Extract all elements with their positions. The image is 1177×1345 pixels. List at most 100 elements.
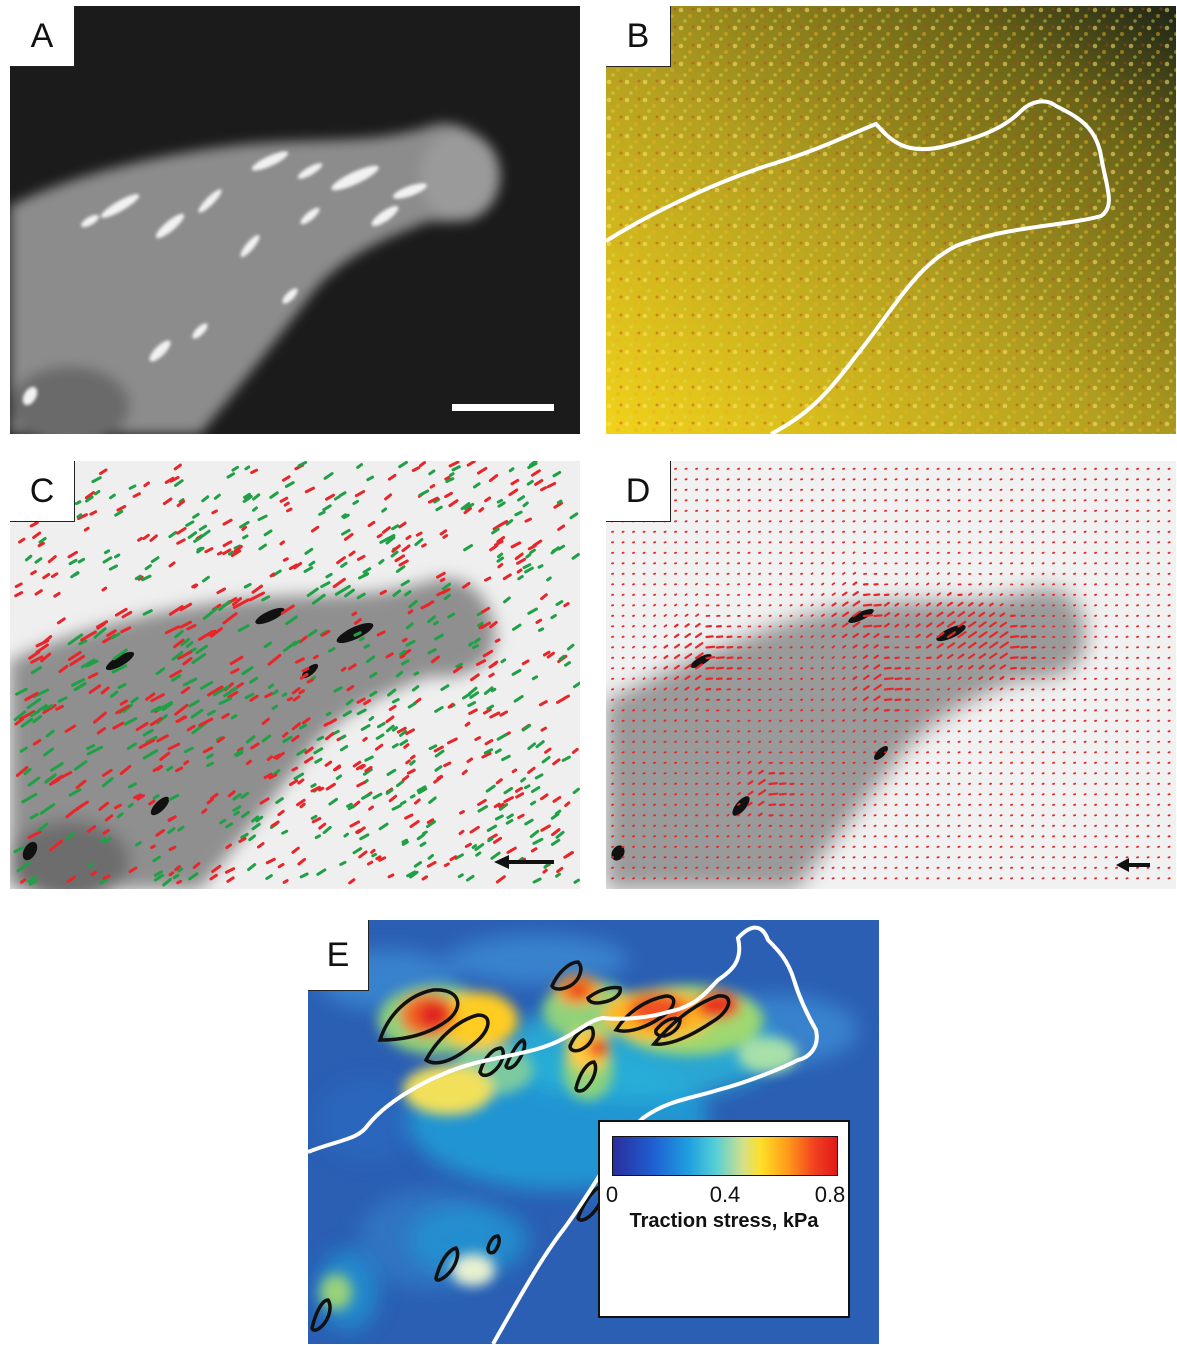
bead-dash — [156, 734, 169, 743]
bead-dash — [169, 669, 183, 679]
bead-dash — [101, 586, 108, 592]
bead-dash — [310, 525, 320, 533]
bead-dash — [222, 612, 238, 625]
field-arrow — [705, 677, 714, 681]
field-arrow — [957, 620, 967, 628]
bead-dash — [167, 742, 181, 751]
bead-dash — [272, 753, 282, 760]
bead-dash — [461, 692, 472, 700]
bead-dash — [552, 796, 562, 803]
bead-dash — [24, 554, 33, 562]
field-arrow — [862, 603, 873, 607]
field-arrow — [663, 624, 668, 628]
field-arrow — [936, 592, 941, 596]
bead-dash — [391, 544, 401, 553]
field-arrow — [925, 643, 933, 649]
bead-dash — [428, 469, 436, 476]
bead-dash — [83, 526, 90, 532]
field-arrow — [873, 644, 879, 649]
bead-dash — [240, 810, 251, 819]
bead-dash — [430, 655, 441, 664]
bead-dash — [138, 738, 155, 750]
bead-dash — [542, 868, 548, 874]
field-arrow — [768, 803, 777, 807]
bead-dash — [19, 746, 28, 753]
field-arrow — [968, 676, 973, 680]
bead-dash — [242, 494, 253, 503]
bead-dash — [102, 874, 111, 880]
bead-dash — [299, 802, 306, 809]
field-arrow — [873, 654, 879, 660]
bead-dash — [364, 765, 373, 773]
field-arrow — [852, 697, 857, 701]
bead-dash — [119, 764, 132, 776]
bead-dash — [342, 710, 352, 717]
bead-dash — [486, 704, 495, 711]
bead-dash — [569, 512, 579, 520]
bead-dash — [66, 875, 76, 884]
bead-dash — [474, 736, 482, 742]
bead-dash — [279, 540, 286, 546]
bead-dash — [303, 756, 314, 764]
field-arrow — [674, 687, 679, 691]
field-arrow — [642, 687, 646, 691]
bead-dash — [111, 664, 128, 674]
bead-dash — [551, 828, 561, 837]
bead-dash — [261, 717, 270, 725]
field-arrow — [978, 592, 983, 596]
bead-dash — [14, 591, 24, 598]
bead-dash — [241, 666, 254, 676]
bead-dash — [413, 861, 422, 868]
bead-dash — [506, 846, 517, 854]
bead-dash — [351, 611, 358, 617]
bead-dash — [34, 589, 43, 596]
bead-dash — [230, 667, 240, 675]
bead-dash — [24, 691, 39, 702]
bead-dash — [401, 840, 409, 846]
bead-dash — [141, 574, 152, 582]
field-arrow — [873, 633, 880, 639]
bead-dash — [468, 708, 478, 715]
bead-dash — [137, 575, 144, 581]
bead-dash — [137, 536, 143, 542]
bead-dash — [475, 851, 482, 857]
bead-dash — [405, 622, 414, 630]
bead-dash — [498, 802, 505, 809]
bead-dash — [166, 765, 174, 772]
field-arrow — [989, 582, 993, 586]
bead-dash — [524, 517, 532, 523]
field-arrow — [967, 631, 978, 639]
bead-dash — [510, 541, 522, 549]
bead-dash — [356, 463, 363, 469]
bead-dash — [32, 688, 50, 699]
bead-dash — [434, 765, 443, 772]
bead-dash — [209, 627, 223, 638]
bead-dash — [144, 564, 152, 571]
field-arrow — [831, 612, 837, 618]
bead-dash — [483, 748, 494, 755]
field-arrow — [757, 812, 763, 817]
bead-dash — [478, 624, 486, 630]
bead-dash — [432, 620, 440, 626]
bead-dash — [505, 818, 514, 825]
field-arrow — [947, 582, 951, 586]
bead-dash — [286, 507, 293, 513]
bead-dash — [243, 492, 252, 499]
bead-dash — [394, 554, 406, 563]
bead-dash — [311, 593, 326, 605]
bead-dash — [173, 479, 184, 487]
bead-dash — [244, 465, 251, 471]
bead-dash — [169, 475, 180, 483]
bead-dash — [524, 566, 534, 574]
field-arrow — [653, 666, 657, 670]
bead-dash — [371, 852, 377, 858]
field-arrow — [642, 677, 646, 680]
field-arrow — [715, 666, 725, 670]
bead-dash — [252, 493, 261, 501]
bead-dash — [176, 526, 187, 535]
bead-dash — [448, 461, 460, 468]
field-arrow — [632, 624, 635, 628]
field-arrow — [988, 631, 999, 639]
bead-dash — [563, 602, 570, 608]
bead-dash — [369, 690, 378, 697]
